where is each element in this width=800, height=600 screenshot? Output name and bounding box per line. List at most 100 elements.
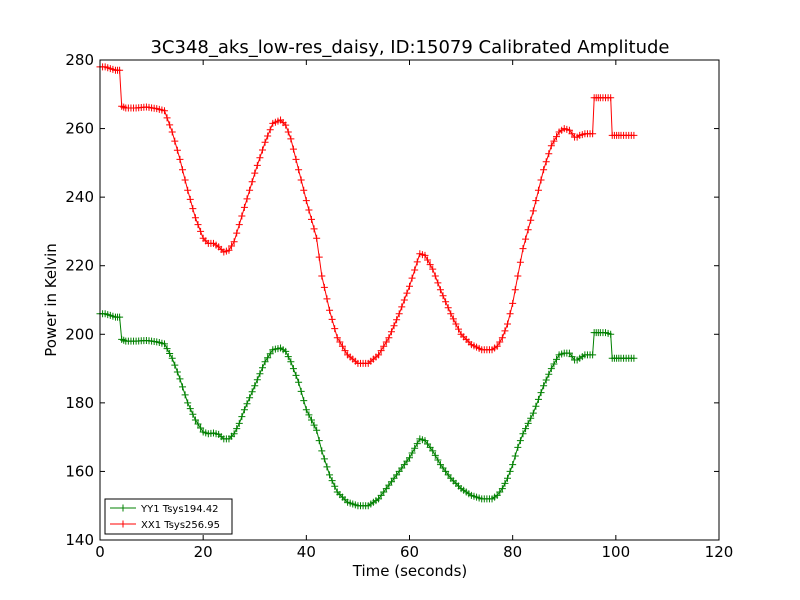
data-point <box>421 251 429 259</box>
data-point <box>300 397 308 405</box>
y-tick-label: 280 <box>65 51 94 69</box>
y-tick-label: 200 <box>65 325 94 343</box>
data-point <box>406 282 413 290</box>
x-tick-label: 120 <box>705 543 734 561</box>
data-point <box>251 169 259 177</box>
data-point <box>390 322 398 330</box>
data-point <box>176 375 184 383</box>
data-point <box>444 304 452 312</box>
data-point <box>189 410 197 418</box>
data-point <box>173 368 181 376</box>
data-point <box>305 206 313 214</box>
x-tick-label: 40 <box>297 543 316 561</box>
data-point <box>287 358 295 366</box>
data-point <box>197 227 205 235</box>
data-point <box>292 155 300 163</box>
data-point <box>395 310 403 318</box>
legend-marker <box>119 504 127 512</box>
data-point <box>258 146 266 154</box>
data-point <box>434 456 442 464</box>
ticks-layer: 0 20 40 60 80 100 120 140 160 180 200 220 240 260 280 <box>65 51 733 561</box>
data-point <box>540 382 548 390</box>
data-point <box>243 400 251 408</box>
y-tick-label: 160 <box>65 462 94 480</box>
data-point <box>186 405 194 413</box>
data-point <box>516 437 524 445</box>
data-point <box>261 358 269 366</box>
data-point <box>377 347 385 355</box>
data-point <box>310 421 318 429</box>
data-point <box>403 289 411 297</box>
data-point <box>545 150 553 158</box>
data-point <box>307 416 315 424</box>
data-point <box>542 376 550 384</box>
data-point <box>408 449 416 457</box>
data-point <box>550 360 558 368</box>
data-point <box>498 334 506 342</box>
y-axis-label: Power in Kelvin <box>42 243 60 357</box>
data-point <box>408 274 416 282</box>
data-point <box>116 313 124 321</box>
data-point <box>323 295 331 303</box>
data-point <box>233 229 241 237</box>
x-tick-label: 60 <box>400 543 419 561</box>
data-point <box>313 426 321 434</box>
data-point <box>542 158 550 166</box>
data-point <box>186 195 194 203</box>
data-point <box>320 455 328 463</box>
data-point <box>589 351 597 359</box>
data-point <box>248 178 256 186</box>
data-point <box>179 383 187 391</box>
series-layer <box>96 63 638 510</box>
data-point <box>534 186 542 194</box>
data-point <box>233 425 241 433</box>
data-point <box>292 371 300 379</box>
data-point <box>228 242 236 250</box>
data-point <box>400 296 408 304</box>
data-point <box>393 316 401 324</box>
data-point <box>266 126 274 134</box>
data-point <box>284 353 292 361</box>
data-point <box>264 354 272 362</box>
data-point <box>545 370 553 378</box>
data-point <box>607 330 615 338</box>
legend-label: XX1 Tsys256.95 <box>141 520 220 531</box>
data-point <box>240 406 248 414</box>
data-point <box>171 361 179 369</box>
data-point <box>302 406 310 414</box>
y-tick-label: 260 <box>65 120 94 138</box>
data-point <box>532 402 540 410</box>
data-point <box>426 261 434 269</box>
data-point <box>173 146 181 154</box>
data-point <box>261 138 269 146</box>
data-point <box>315 437 323 445</box>
data-point <box>431 272 439 280</box>
data-point <box>116 66 124 74</box>
data-point <box>253 161 261 169</box>
data-point <box>246 186 254 194</box>
y-tick-label: 240 <box>65 188 94 206</box>
data-point <box>540 166 548 174</box>
data-point <box>547 142 555 150</box>
data-point <box>197 424 205 432</box>
data-point <box>509 461 517 469</box>
data-point <box>442 298 450 306</box>
data-point <box>256 154 264 162</box>
data-point <box>253 376 261 384</box>
data-point <box>305 411 313 419</box>
data-point <box>331 325 339 333</box>
data-point <box>524 419 532 427</box>
data-point <box>315 253 323 261</box>
data-point <box>449 315 457 323</box>
data-point <box>630 354 638 362</box>
data-point <box>289 365 297 373</box>
data-point <box>333 334 341 342</box>
data-point <box>191 214 199 222</box>
chart-title: 3C348_aks_low-res_daisy, ID:15079 Calibr… <box>150 37 669 58</box>
data-point <box>380 342 388 350</box>
data-point <box>382 338 390 346</box>
data-point <box>179 166 187 174</box>
data-point <box>529 409 537 417</box>
legend: YY1 Tsys194.42 XX1 Tsys256.95 <box>104 498 233 535</box>
